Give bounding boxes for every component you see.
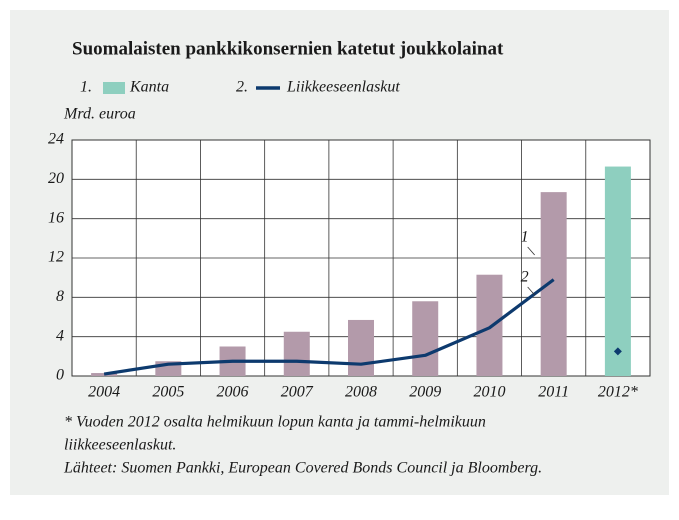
x-tick-label: 2007 xyxy=(281,384,314,401)
y-axis-label: Mrd. euroa xyxy=(63,106,136,123)
y-tick-label: 0 xyxy=(56,367,64,384)
line xyxy=(103,278,555,376)
bar xyxy=(476,274,503,376)
bar xyxy=(283,331,310,376)
bar xyxy=(348,319,374,376)
legend-label: Kanta xyxy=(129,79,169,96)
note: Lähteet: Suomen Pankki, European Covered… xyxy=(63,460,542,477)
legend-number: 1. xyxy=(80,79,92,96)
bar xyxy=(540,192,567,376)
point-marker xyxy=(613,347,622,356)
y-tick-label: 12 xyxy=(48,249,64,266)
y-tick-label: 24 xyxy=(48,131,64,148)
annotation: 2 xyxy=(521,269,529,286)
y-tick-label: 8 xyxy=(56,288,64,305)
y-tick-label: 16 xyxy=(48,209,64,226)
annotation: 1 xyxy=(521,229,529,246)
chart-title: Suomalaisten pankkikonsernien katetut jo… xyxy=(72,38,504,59)
x-tick-label: 2006 xyxy=(217,384,249,401)
x-tick-label: 2012* xyxy=(598,384,638,401)
annotation-leader xyxy=(527,246,535,256)
x-tick-label: 2011 xyxy=(538,384,569,401)
bar xyxy=(91,373,118,376)
bar xyxy=(412,301,439,376)
x-tick-label: 2008 xyxy=(345,384,377,401)
note: * Vuoden 2012 osalta helmikuun lopun kan… xyxy=(64,414,486,431)
legend-swatch xyxy=(103,82,125,94)
x-tick-label: 2009 xyxy=(409,384,441,401)
bar xyxy=(604,166,631,376)
y-tick-label: 4 xyxy=(56,327,64,344)
legend-number: 2. xyxy=(236,79,248,96)
annotation-leader xyxy=(527,286,535,296)
legend-label: Liikkeeseenlaskut xyxy=(286,79,400,96)
note: liikkeeseenlaskut. xyxy=(64,437,176,454)
x-tick-label: 2004 xyxy=(88,384,120,401)
x-tick-label: 2005 xyxy=(152,384,184,401)
x-tick-label: 2010 xyxy=(473,384,505,401)
y-tick-label: 20 xyxy=(48,170,64,187)
